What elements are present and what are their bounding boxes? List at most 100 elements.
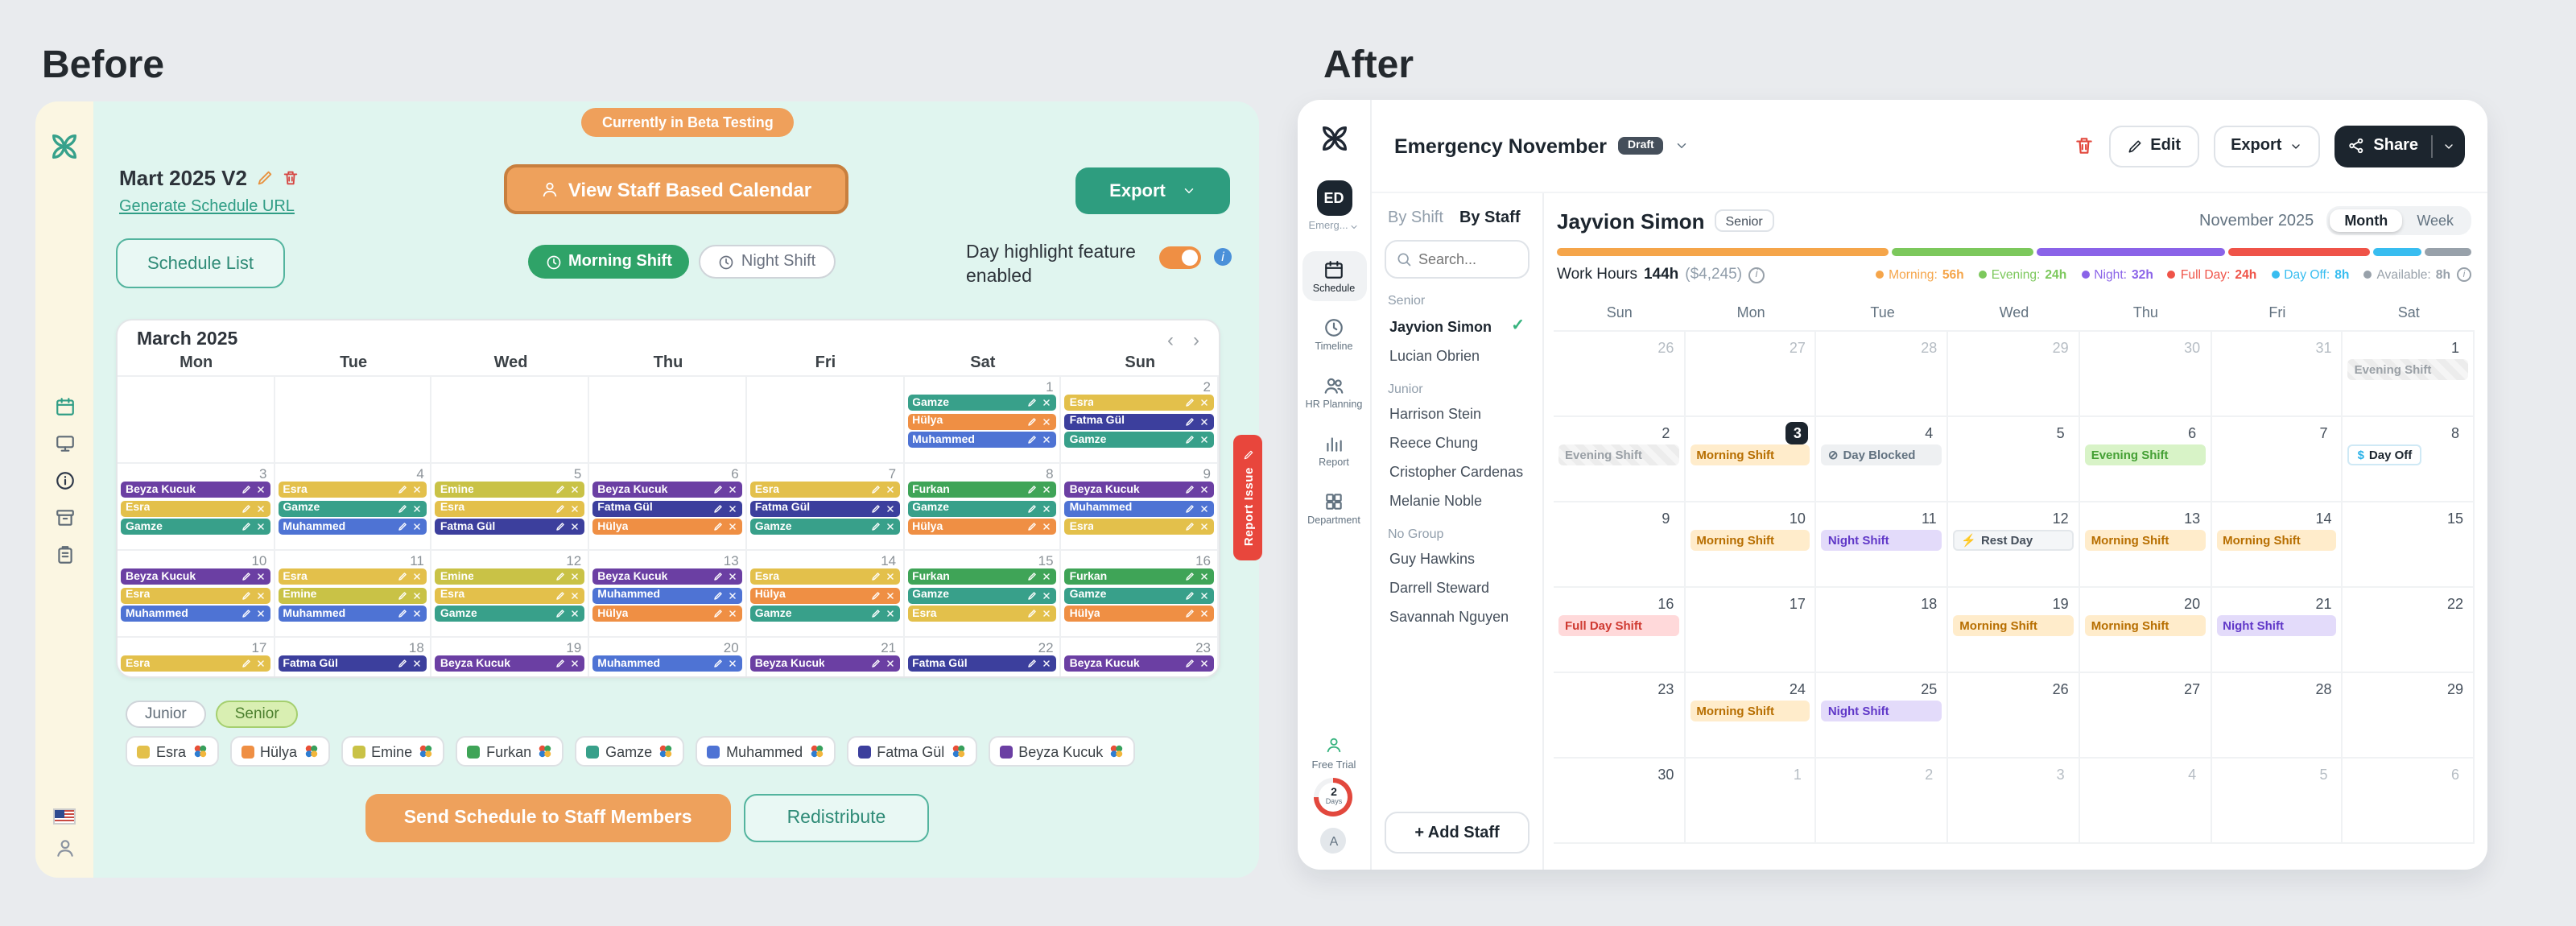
staff-legend-chip[interactable]: Muhammed [696,736,836,767]
remove-shift-icon[interactable] [1199,435,1209,444]
remove-shift-icon[interactable] [885,590,894,600]
shift-chip[interactable]: Night Shift [1821,701,1942,721]
calendar-cell[interactable]: 30 [1554,759,1686,844]
staff-legend-chip[interactable]: Beyza Kucuk [988,736,1136,767]
shift-chip[interactable]: Morning Shift [2084,530,2206,551]
calendar-cell[interactable]: 30 [2079,332,2212,417]
remove-shift-icon[interactable] [1042,609,1052,618]
shift-chip[interactable]: Evening Shift [2347,359,2468,380]
staff-list-item[interactable]: Reece Chung [1385,428,1530,457]
shift-bar[interactable]: Beyza Kucuk [1064,482,1214,498]
sidebar-calendar-icon[interactable] [54,396,75,417]
tab-by-staff[interactable]: By Staff [1459,209,1521,227]
staff-legend-chip[interactable]: Esra [126,736,219,767]
user-avatar[interactable]: A [1320,828,1347,854]
shift-bar[interactable]: Furkan [907,482,1057,498]
calendar-cell[interactable]: 4 ⊘ Day Blocked [1816,417,1949,502]
remove-shift-icon[interactable] [413,485,423,494]
staff-list-item[interactable]: Darrell Steward [1385,573,1530,602]
edit-shift-icon[interactable] [1028,503,1038,513]
calendar-cell[interactable]: 29 [2343,673,2475,759]
edit-shift-icon[interactable] [1185,609,1195,618]
shift-bar[interactable]: Beyza Kucuk [592,568,742,585]
edit-shift-icon[interactable] [1185,572,1195,581]
edit-shift-icon[interactable] [870,485,880,494]
edit-shift-icon[interactable] [713,590,723,600]
shift-bar[interactable]: Furkan [1064,568,1214,585]
calendar-cell[interactable]: 10 Morning Shift [1685,502,1817,588]
group-pill-senior[interactable]: Senior [215,701,299,728]
shift-chip[interactable]: Morning Shift [2084,615,2206,636]
calendar-cell[interactable]: 18 [1816,588,1949,673]
sidebar-monitor-icon[interactable] [54,433,75,454]
remove-shift-icon[interactable] [1199,416,1209,426]
sidebar-item-schedule[interactable]: Schedule [1302,251,1366,301]
edit-shift-icon[interactable] [1185,659,1195,668]
edit-shift-icon[interactable] [241,503,250,513]
redistribute-button[interactable]: Redistribute [743,794,930,842]
shift-bar[interactable]: Beyza Kucuk [121,482,270,498]
edit-shift-icon[interactable] [398,590,408,600]
shift-bar[interactable]: Hülya [907,413,1057,429]
shift-bar[interactable]: Esra [121,587,270,603]
shift-bar[interactable]: Emine [278,587,427,603]
calendar-cell[interactable]: 16 Full Day Shift [1554,588,1686,673]
shift-bar[interactable]: Gamze [278,500,427,516]
remove-shift-icon[interactable] [413,609,423,618]
view-staff-calendar-button[interactable]: View Staff Based Calendar [504,164,848,214]
edit-shift-icon[interactable] [241,522,250,531]
calendar-cell[interactable]: 1 Evening Shift [2343,332,2475,417]
generate-url-link[interactable]: Generate Schedule URL [119,198,295,216]
edit-shift-icon[interactable] [713,609,723,618]
shift-bar[interactable]: Gamze [1064,587,1214,603]
shift-chip[interactable]: Full Day Shift [1558,615,1679,636]
edit-shift-icon[interactable] [870,503,880,513]
remove-shift-icon[interactable] [1199,572,1209,581]
calendar-cell[interactable]: 8 $ Day Off [2343,417,2475,502]
edit-shift-icon[interactable] [398,522,408,531]
remove-shift-icon[interactable] [570,590,580,600]
night-shift-toggle[interactable]: Night Shift [699,245,836,279]
sidebar-item-department[interactable]: Department [1302,483,1366,533]
calendar-cell[interactable]: 28 [2211,673,2343,759]
remove-shift-icon[interactable] [1199,398,1209,407]
remove-shift-icon[interactable] [570,609,580,618]
tab-by-shift[interactable]: By Shift [1388,209,1443,227]
shift-chip[interactable]: Morning Shift [1690,530,1810,551]
shift-bar[interactable]: Esra [278,482,427,498]
remove-shift-icon[interactable] [728,659,737,668]
calendar-cell[interactable]: 6 Evening Shift [2079,417,2212,502]
edit-shift-icon[interactable] [713,503,723,513]
shift-bar[interactable]: Fatma Gül [907,655,1057,672]
shift-chip[interactable]: Evening Shift [2084,444,2206,465]
edit-shift-icon[interactable] [1185,435,1195,444]
shift-bar[interactable]: Gamze [749,606,900,622]
edit-shift-icon[interactable] [713,572,723,581]
remove-shift-icon[interactable] [255,522,265,531]
remove-shift-icon[interactable] [1199,522,1209,531]
staff-legend-chip[interactable]: Emine [341,736,445,767]
edit-shift-icon[interactable] [713,485,723,494]
shift-bar[interactable]: Beyza Kucuk [749,655,900,672]
calendar-cell[interactable]: 26 [1554,332,1686,417]
edit-shift-icon[interactable] [1185,416,1195,426]
remove-shift-icon[interactable] [1042,398,1052,407]
remove-shift-icon[interactable] [1042,572,1052,581]
remove-shift-icon[interactable] [1042,416,1052,426]
shift-bar[interactable]: Esra [278,568,427,585]
add-staff-button[interactable]: + Add Staff [1385,812,1530,854]
shift-bar[interactable]: Emine [435,568,585,585]
shift-chip[interactable]: Morning Shift [1690,444,1810,465]
info-icon[interactable]: i [1748,267,1765,283]
calendar-cell[interactable]: 19 Morning Shift [1948,588,2080,673]
shift-bar[interactable]: Gamze [749,519,900,535]
shift-bar[interactable]: Esra [907,606,1057,622]
calendar-cell[interactable]: 23 [1554,673,1686,759]
edit-shift-icon[interactable] [1028,572,1038,581]
shift-bar[interactable]: Beyza Kucuk [435,655,585,672]
remove-shift-icon[interactable] [1199,659,1209,668]
edit-shift-icon[interactable] [1185,485,1195,494]
calendar-cell[interactable]: 27 [2079,673,2212,759]
staff-list-item[interactable]: Guy Hawkins [1385,544,1530,573]
remove-shift-icon[interactable] [255,609,265,618]
